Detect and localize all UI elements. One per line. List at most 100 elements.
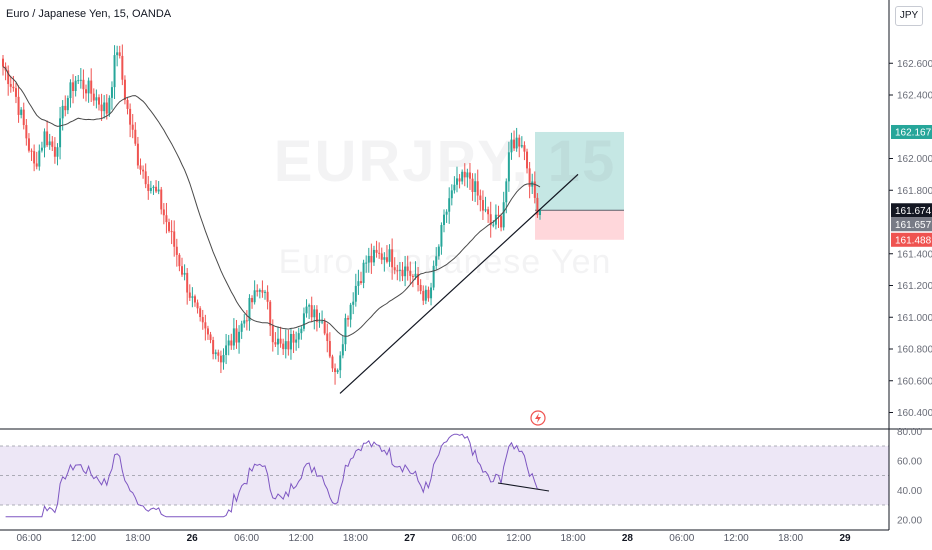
rsi-divergence-line: [497, 482, 550, 492]
svg-text:161.488: 161.488: [895, 235, 932, 246]
candle: [201, 309, 204, 330]
trendline: [339, 173, 579, 394]
svg-text:161.657: 161.657: [895, 220, 932, 231]
candle: [536, 193, 539, 218]
candle: [526, 148, 529, 174]
candle: [225, 333, 228, 365]
candle: [375, 240, 378, 258]
time-tick: 06:00: [669, 533, 694, 544]
candle: [315, 305, 318, 332]
time-tick: 29: [839, 533, 851, 544]
candle: [533, 171, 536, 204]
candle: [424, 285, 427, 305]
candle: [191, 287, 194, 308]
rsi-tick: 40.00: [897, 486, 922, 497]
candle: [248, 294, 251, 331]
candle: [87, 77, 90, 103]
candle: [53, 137, 56, 164]
candle: [110, 81, 113, 110]
candle: [302, 307, 305, 332]
candle: [378, 242, 381, 259]
candle: [129, 103, 132, 138]
candle: [170, 220, 173, 245]
candle: [383, 252, 386, 272]
candle: [466, 168, 469, 188]
candle: [253, 280, 256, 305]
candle: [305, 299, 308, 318]
candle: [85, 84, 88, 102]
candle: [227, 334, 230, 356]
lightning-icon: [530, 410, 546, 426]
candle: [336, 368, 339, 374]
candle: [414, 261, 417, 280]
price-tag: 161.674: [891, 203, 932, 218]
candle: [38, 144, 41, 171]
price-tick: 161.000: [897, 313, 932, 324]
candle: [178, 253, 181, 272]
candle: [35, 151, 38, 170]
candle: [100, 93, 103, 121]
candle: [468, 162, 471, 190]
candle: [435, 247, 438, 270]
candle: [481, 190, 484, 221]
time-tick: 06:00: [234, 533, 259, 544]
time-tick: 12:00: [288, 533, 313, 544]
candle: [183, 264, 186, 281]
time-tick: 06:00: [16, 533, 41, 544]
candle: [432, 260, 435, 291]
candle: [391, 238, 394, 280]
candle: [258, 288, 261, 299]
candle: [77, 74, 80, 85]
candle: [328, 332, 331, 359]
candle: [443, 209, 446, 233]
candle: [188, 284, 191, 301]
candle: [484, 196, 487, 213]
candle: [142, 165, 145, 179]
candle: [121, 44, 124, 86]
candle: [349, 302, 352, 328]
candle: [287, 329, 290, 356]
candle: [214, 349, 217, 360]
candle: [341, 335, 344, 359]
candle: [155, 180, 158, 194]
candle: [523, 141, 526, 161]
candle: [344, 313, 347, 352]
candle: [196, 299, 199, 314]
candle: [528, 162, 531, 199]
time-tick: 27: [404, 533, 416, 544]
candle: [74, 76, 77, 97]
currency-button[interactable]: JPY: [895, 6, 923, 26]
candle: [409, 261, 412, 285]
candle: [46, 120, 49, 148]
candle: [14, 82, 17, 104]
candle: [471, 173, 474, 201]
price-tick: 160.800: [897, 345, 932, 356]
time-tick: 26: [187, 533, 199, 544]
candle: [539, 210, 541, 220]
candle: [385, 245, 388, 264]
candle: [393, 257, 396, 275]
candle: [181, 257, 183, 277]
candle: [487, 206, 490, 223]
candle: [297, 327, 300, 349]
candle: [518, 134, 521, 158]
candle: [310, 296, 313, 322]
candle: [321, 310, 324, 325]
price-tick: 161.400: [897, 249, 932, 260]
candle: [43, 128, 46, 158]
candle: [4, 62, 7, 81]
candle: [9, 75, 12, 93]
candle: [419, 279, 422, 295]
candle: [20, 107, 23, 119]
candle: [507, 141, 510, 192]
candle: [59, 106, 62, 160]
candle: [90, 68, 93, 103]
time-tick: 06:00: [452, 533, 477, 544]
candle: [157, 181, 160, 195]
candle: [131, 114, 134, 139]
candle: [82, 69, 85, 99]
candle: [401, 261, 404, 282]
candle: [152, 185, 155, 195]
price-tick: 162.000: [897, 154, 932, 165]
